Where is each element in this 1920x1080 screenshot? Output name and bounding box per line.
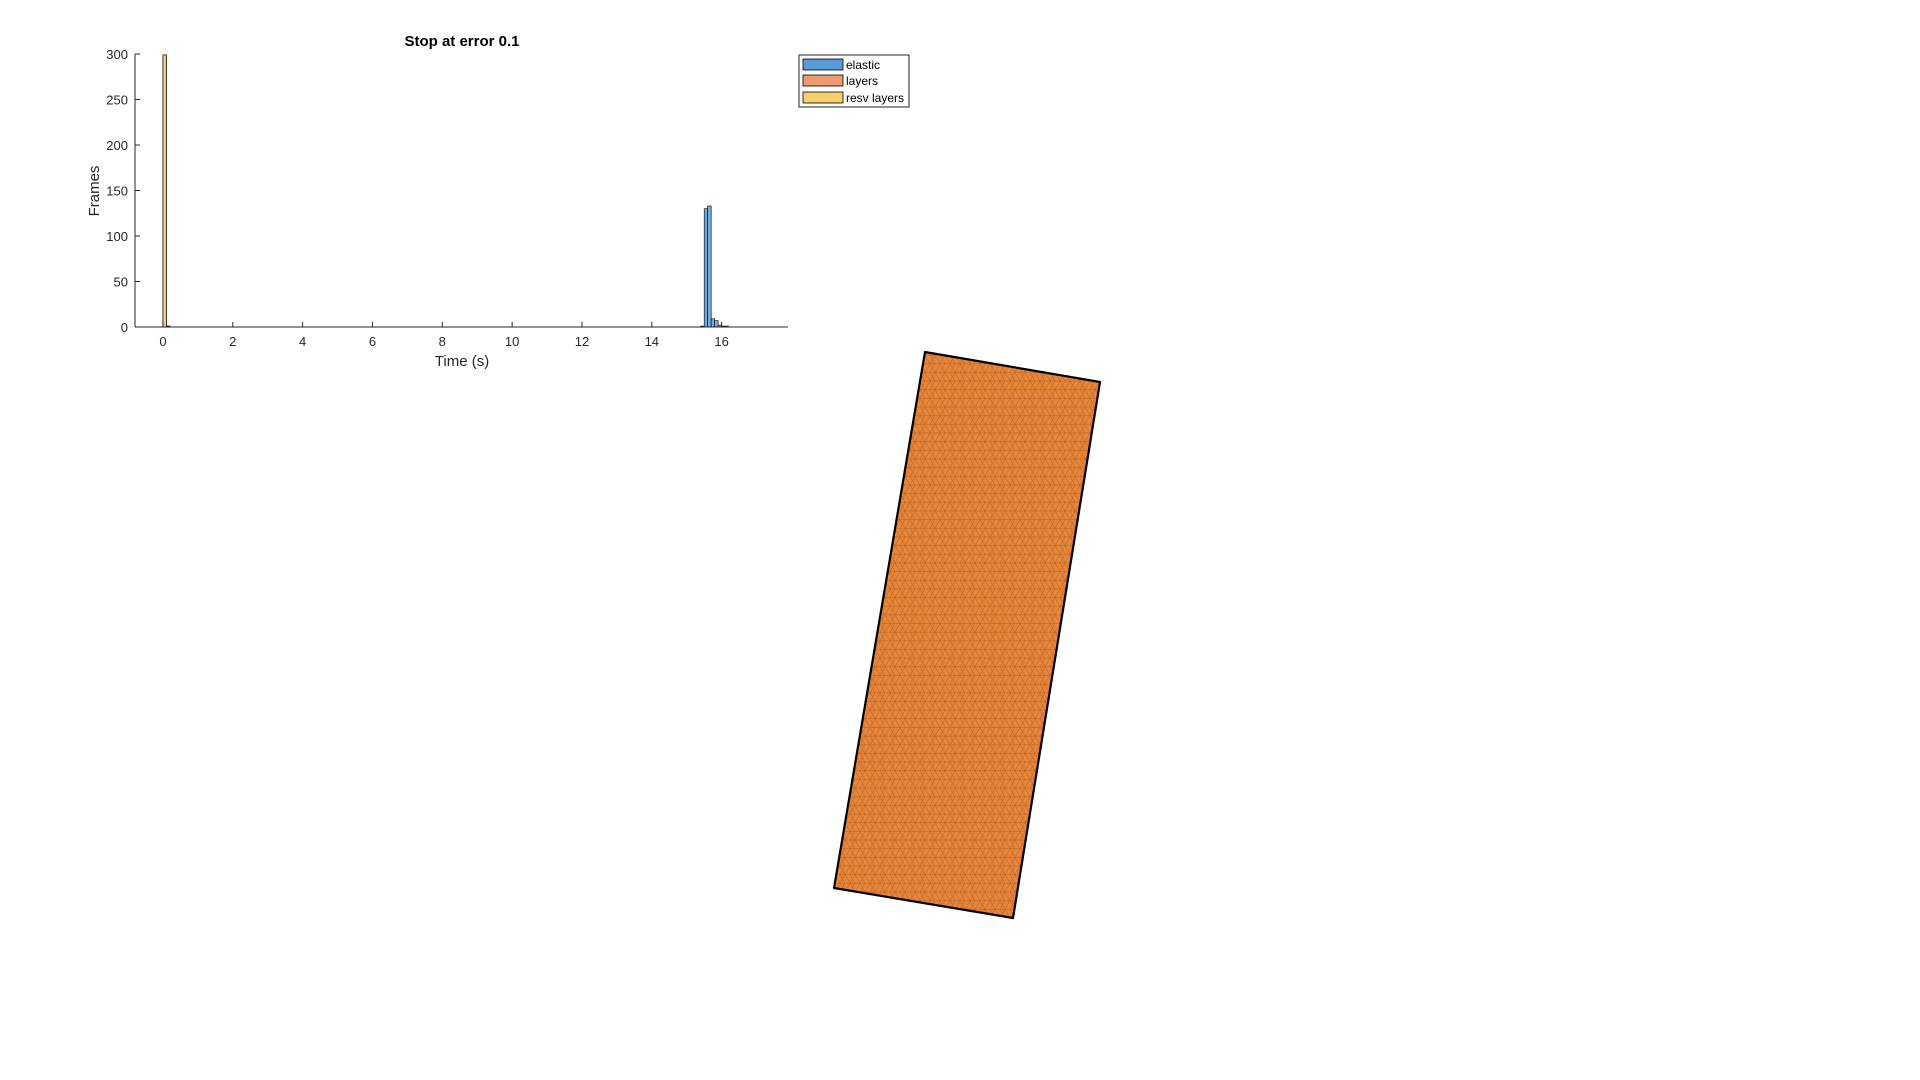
- y-tick-label: 250: [106, 93, 128, 108]
- mesh-outline: [832, 350, 1102, 920]
- legend: elastic layers resv layers: [798, 54, 910, 108]
- y-tick-label: 100: [106, 229, 128, 244]
- y-ticks-group: 0 50 100 150 200 250 300: [106, 47, 140, 335]
- chart-title: Stop at error 0.1: [404, 33, 519, 50]
- legend-swatch-resv-layers: [802, 91, 844, 104]
- bar-elastic-3: [710, 318, 715, 328]
- bar-resv-layers-0: [162, 54, 167, 328]
- x-tick-label: 14: [645, 334, 659, 349]
- y-tick-label: 150: [106, 184, 128, 199]
- y-tick-label: 300: [106, 47, 128, 62]
- x-tick-label: 0: [159, 334, 166, 349]
- x-tick-label: 8: [439, 334, 446, 349]
- legend-label-elastic: elastic: [846, 58, 880, 72]
- y-tick-label: 0: [121, 320, 128, 335]
- bar-elastic-1: [703, 208, 708, 328]
- x-tick-label: 6: [369, 334, 376, 349]
- x-axis-label: Time (s): [435, 353, 489, 370]
- bar-elastic-2: [707, 205, 712, 328]
- y-axis-label: Frames: [86, 166, 103, 217]
- x-ticks-group: 0 2 4 6 8 10 12 14 16: [159, 322, 729, 349]
- legend-label-layers: layers: [846, 74, 878, 88]
- bar-elastic-4: [714, 320, 719, 328]
- x-tick-label: 2: [229, 334, 236, 349]
- y-tick-label: 50: [114, 275, 128, 290]
- x-tick-label: 16: [714, 334, 728, 349]
- legend-swatch-layers: [802, 74, 844, 87]
- legend-swatch-elastic: [802, 58, 844, 71]
- x-tick-label: 12: [575, 334, 589, 349]
- mesh-grid: [834, 352, 1100, 918]
- histogram-axes: Stop at error 0.1 0 2 4 6 8 10 12 14 16 0 50 100 15…: [86, 33, 788, 370]
- legend-label-resv-layers: resv layers: [846, 91, 904, 105]
- x-tick-label: 4: [299, 334, 306, 349]
- y-tick-label: 200: [106, 138, 128, 153]
- triangulated-mesh: [832, 350, 1102, 920]
- x-tick-label: 10: [505, 334, 519, 349]
- bars-group: [162, 54, 729, 328]
